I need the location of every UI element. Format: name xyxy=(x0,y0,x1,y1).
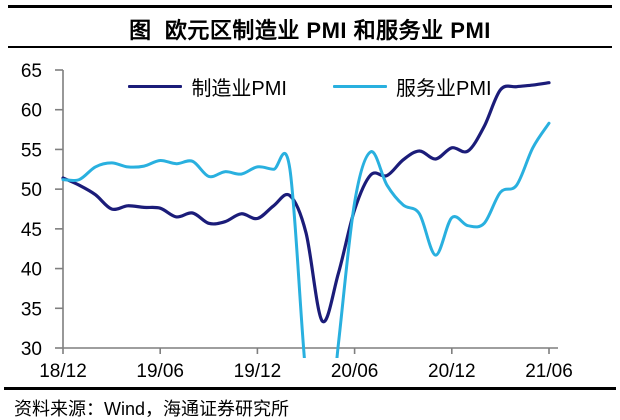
y-tick-label: 30 xyxy=(21,339,42,360)
y-tick-label: 60 xyxy=(21,101,42,122)
legend-label-manufacturing: 制造业PMI xyxy=(191,78,287,100)
legend-item-services: 服务业PMI xyxy=(333,72,492,101)
legend-label-services: 服务业PMI xyxy=(396,78,492,100)
y-tick-label: 45 xyxy=(21,220,42,241)
manufacturing-pmi-line xyxy=(61,81,551,324)
title-box-bottom-rule xyxy=(8,46,612,48)
services-pmi-line xyxy=(61,121,551,358)
y-tick-label: 50 xyxy=(21,180,42,201)
footer-rule xyxy=(4,387,616,390)
x-tick-label: 18/12 xyxy=(39,361,87,382)
x-tick-label: 21/06 xyxy=(525,361,573,382)
chart-legend: 制造业PMI 服务业PMI xyxy=(0,72,620,101)
x-tick-label: 19/12 xyxy=(234,361,282,382)
source-note: 资料来源：Wind，海通证券研究所 xyxy=(14,399,290,419)
services-line-swatch xyxy=(333,85,387,88)
x-tick-label: 20/06 xyxy=(331,361,379,382)
title-box-top-rule xyxy=(8,5,612,8)
legend-item-manufacturing: 制造业PMI xyxy=(128,72,287,101)
x-tick-label: 20/12 xyxy=(428,361,476,382)
manufacturing-line-swatch xyxy=(128,85,183,88)
chart-title: 图 欧元区制造业 PMI 和服务业 PMI xyxy=(129,18,491,43)
y-tick-label: 55 xyxy=(21,140,42,161)
y-tick-label: 35 xyxy=(21,299,42,320)
x-tick-label: 19/06 xyxy=(136,361,184,382)
y-tick-label: 65 xyxy=(21,61,42,82)
y-tick-label: 40 xyxy=(21,260,42,281)
